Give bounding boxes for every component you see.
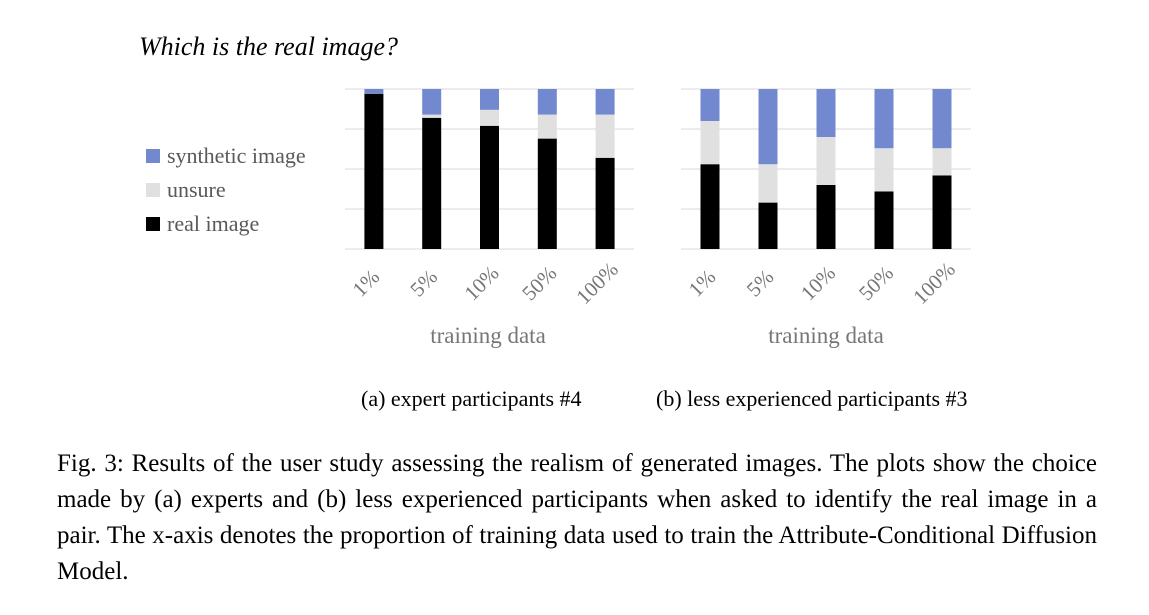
bar-synthetic-image-1pct bbox=[364, 89, 384, 94]
bar-real-image-50pct bbox=[874, 191, 894, 249]
legend-label-real: real image bbox=[167, 211, 260, 236]
bar-real-image-10pct bbox=[816, 185, 836, 249]
chart-0: 1% 5% 10% 50% 100% training data bbox=[345, 88, 634, 348]
subcaption-a: (a) expert participants #4 bbox=[361, 386, 582, 411]
legend-swatch-synthetic bbox=[146, 149, 160, 163]
figure-title: Which is the real image? bbox=[139, 32, 398, 61]
bar-synthetic-image-50pct bbox=[537, 89, 557, 115]
bar-real-image-1pct bbox=[364, 93, 384, 249]
x-tick-label: 100% bbox=[571, 257, 623, 309]
bar-unsure-100pct bbox=[595, 114, 615, 158]
bar-unsure-1pct bbox=[700, 121, 720, 165]
bar-synthetic-image-10pct bbox=[816, 89, 836, 137]
chart-1: 1% 5% 10% 50% 100% training data bbox=[681, 88, 971, 348]
bar-synthetic-image-100pct bbox=[932, 89, 952, 149]
chart-legend: synthetic image unsure real image bbox=[146, 139, 306, 241]
bar-real-image-100pct bbox=[595, 157, 615, 249]
legend-item-real: real image bbox=[146, 207, 306, 241]
bar-real-image-1pct bbox=[700, 164, 720, 249]
x-tick-label: 1% bbox=[684, 265, 721, 302]
x-tick-label: 50% bbox=[517, 261, 561, 305]
legend-item-unsure: unsure bbox=[146, 173, 306, 207]
bar-unsure-5pct bbox=[422, 114, 442, 118]
x-tick-label: 10% bbox=[796, 261, 840, 305]
bar-unsure-100pct bbox=[932, 148, 952, 176]
x-tick-label: 100% bbox=[908, 257, 960, 309]
bar-synthetic-image-50pct bbox=[874, 89, 894, 149]
bar-unsure-10pct bbox=[480, 109, 499, 126]
bar-unsure-50pct bbox=[537, 114, 557, 139]
bar-synthetic-image-10pct bbox=[480, 89, 499, 110]
bar-real-image-5pct bbox=[758, 202, 778, 249]
legend-label-unsure: unsure bbox=[167, 177, 226, 202]
bar-real-image-100pct bbox=[932, 175, 952, 249]
x-tick-label: 50% bbox=[854, 261, 898, 305]
bar-unsure-5pct bbox=[758, 164, 778, 203]
bar-unsure-10pct bbox=[816, 137, 836, 185]
subcaption-b: (b) less experienced participants #3 bbox=[656, 386, 968, 411]
x-axis-label: training data bbox=[430, 323, 546, 348]
bar-unsure-50pct bbox=[874, 148, 894, 192]
x-tick-label: 10% bbox=[459, 261, 503, 305]
bar-synthetic-image-5pct bbox=[422, 89, 442, 115]
legend-label-synthetic: synthetic image bbox=[167, 143, 306, 168]
x-tick-label: 1% bbox=[348, 265, 385, 302]
bar-synthetic-image-5pct bbox=[758, 89, 778, 165]
legend-swatch-unsure bbox=[146, 183, 160, 197]
x-tick-label: 5% bbox=[742, 265, 779, 302]
bar-real-image-5pct bbox=[422, 117, 442, 249]
bar-real-image-50pct bbox=[537, 138, 557, 249]
bar-real-image-10pct bbox=[480, 125, 499, 249]
bar-synthetic-image-100pct bbox=[595, 89, 615, 115]
x-tick-label: 5% bbox=[405, 265, 442, 302]
figure-caption: Fig. 3: Results of the user study assess… bbox=[57, 450, 1097, 585]
x-axis-label: training data bbox=[768, 323, 884, 348]
legend-item-synthetic: synthetic image bbox=[146, 139, 306, 173]
bar-synthetic-image-1pct bbox=[700, 89, 720, 121]
legend-swatch-real bbox=[146, 217, 160, 231]
